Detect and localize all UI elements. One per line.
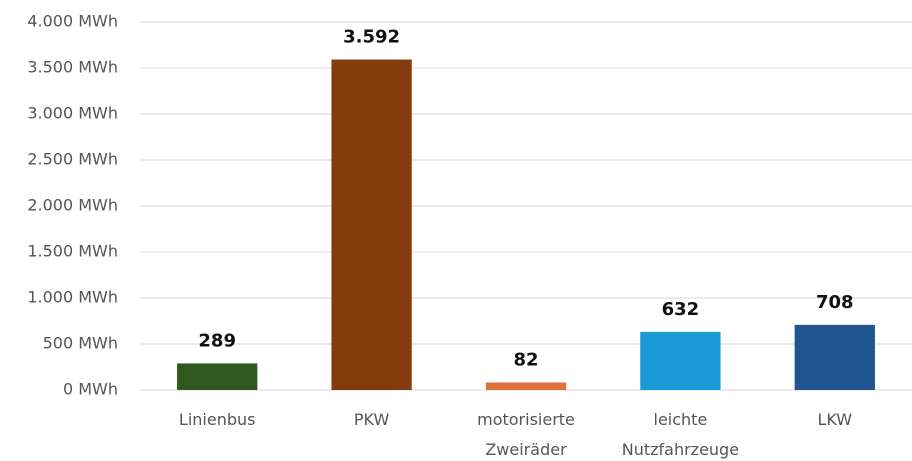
- y-tick-label: 1.500 MWh: [27, 242, 118, 261]
- data-label: 289: [198, 330, 236, 351]
- x-tick-label: Linienbus: [179, 410, 256, 429]
- bar: [485, 382, 567, 390]
- y-tick-label: 1.000 MWh: [27, 288, 118, 307]
- x-tick-label: motorisierte Zweiräder: [477, 410, 575, 459]
- y-tick-label: 4.000 MWh: [27, 12, 118, 31]
- y-tick-label: 2.500 MWh: [27, 150, 118, 169]
- data-label: 632: [662, 299, 700, 320]
- data-label: 82: [513, 349, 538, 370]
- bar: [331, 59, 412, 390]
- x-tick-label: leichte Nutzfahrzeuge: [622, 410, 739, 459]
- x-tick-label: PKW: [354, 410, 390, 429]
- y-tick-label: 2.000 MWh: [27, 196, 118, 215]
- y-tick-label: 3.500 MWh: [27, 58, 118, 77]
- bar: [794, 324, 875, 390]
- y-tick-label: 0 MWh: [63, 380, 118, 399]
- y-tick-label: 500 MWh: [43, 334, 118, 353]
- data-label: 708: [816, 292, 854, 313]
- data-label: 3.592: [343, 27, 400, 48]
- y-tick-label: 3.000 MWh: [27, 104, 118, 123]
- bar: [640, 331, 721, 390]
- bar: [177, 363, 258, 390]
- x-tick-label: LKW: [817, 410, 852, 429]
